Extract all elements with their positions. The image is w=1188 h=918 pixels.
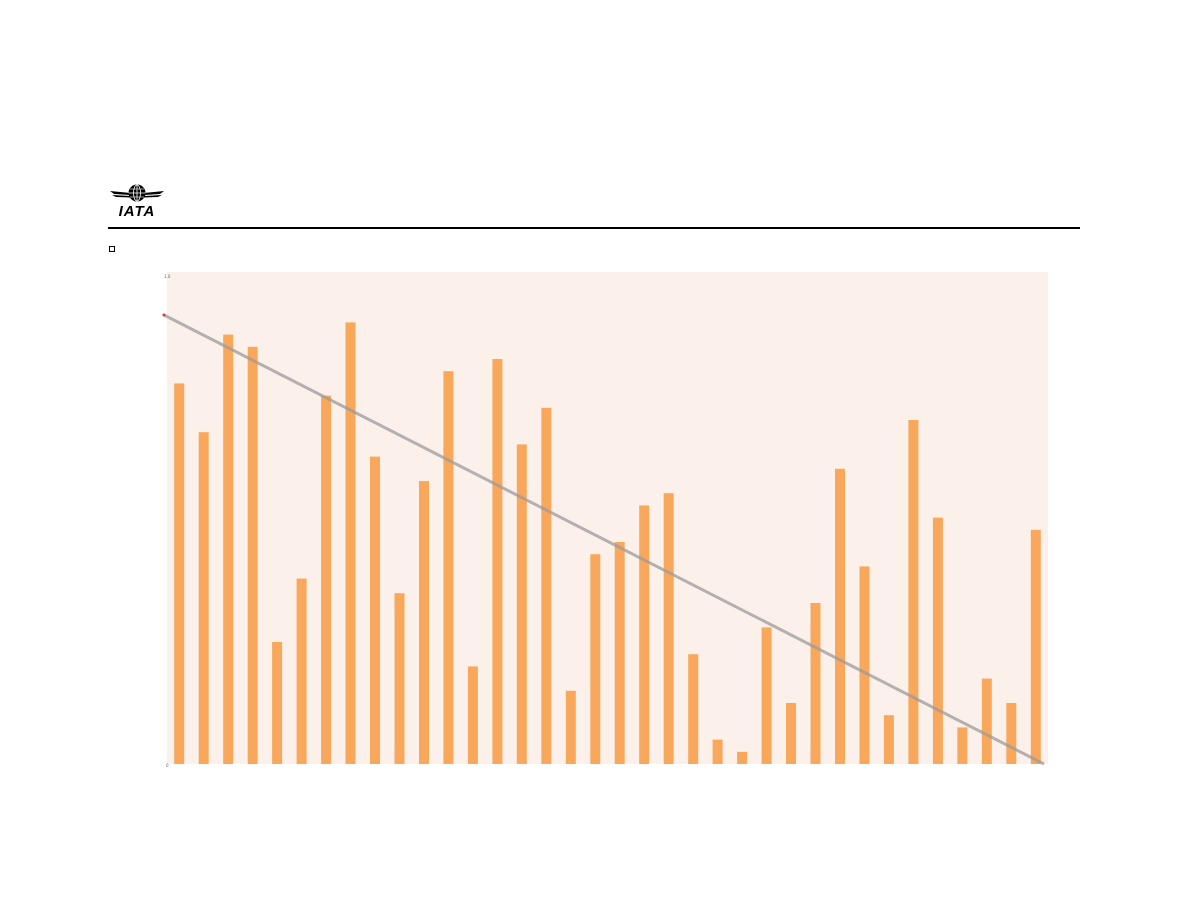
bar-26 [786, 703, 796, 764]
trend-line [163, 313, 1045, 766]
iata-logo: IATA [108, 183, 166, 223]
bar-12 [443, 371, 454, 764]
bar-8 [345, 322, 356, 764]
bar-32 [932, 517, 943, 764]
bar-2 [198, 432, 209, 764]
bar-4 [247, 346, 258, 764]
bar-21 [663, 493, 674, 764]
bar-35 [1006, 703, 1017, 764]
bar-29 [859, 566, 870, 764]
bar-19 [614, 542, 625, 764]
bar-27 [810, 603, 821, 764]
bar-7 [321, 395, 332, 764]
bar-10 [394, 593, 405, 764]
y-tick-label-top: 1.0 [164, 274, 171, 279]
bar-13 [467, 666, 478, 764]
bar-22 [688, 654, 699, 764]
bar-16 [541, 407, 552, 764]
bar-34 [981, 678, 992, 764]
globe-wings-icon [110, 184, 164, 202]
bars-group [174, 322, 1041, 764]
bar-1 [174, 383, 185, 764]
bar-31 [908, 420, 919, 764]
plot-background [167, 272, 1048, 764]
bar-28 [835, 468, 845, 764]
bar-33 [957, 727, 968, 764]
bar-6 [296, 578, 307, 764]
bar-24 [737, 751, 748, 764]
y-tick-label-bottom: 0 [166, 763, 169, 768]
bar-5 [272, 642, 283, 764]
bar-11 [419, 481, 429, 764]
section-marker [109, 246, 115, 252]
logo-text: IATA [118, 203, 156, 220]
trend-start-marker [162, 313, 166, 317]
bar-20 [639, 505, 650, 764]
bar-30 [883, 715, 894, 764]
bar-14 [492, 359, 503, 764]
bar-9 [370, 456, 380, 764]
bar-36 [1030, 529, 1041, 764]
bar-17 [565, 690, 576, 764]
bar-18 [590, 554, 601, 764]
bar-23 [712, 739, 723, 764]
bar-15 [516, 444, 527, 764]
bar-25 [761, 627, 772, 764]
bar-3 [223, 334, 234, 764]
header-rule [108, 227, 1080, 229]
